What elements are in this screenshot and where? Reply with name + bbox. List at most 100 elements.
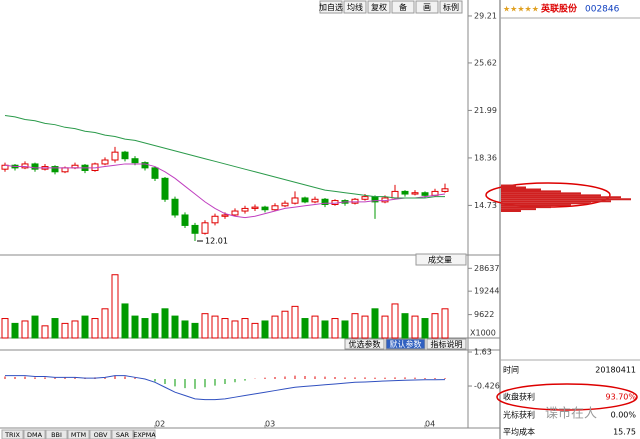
info-label: 光标获利 (503, 410, 535, 420)
volume-bar (251, 322, 259, 339)
x-tick-label: 04 (425, 420, 435, 429)
candle-body (421, 192, 429, 196)
indicator-button-label: 优选参数 (349, 339, 381, 349)
y-tick-label: 14.73 (474, 201, 497, 210)
candle-body (391, 190, 399, 199)
tab[interactable] (23, 429, 46, 439)
toolbar-label: 复权 (371, 2, 387, 12)
indicator-button-label: 默认参数 (390, 339, 422, 349)
candle-body (161, 177, 169, 200)
toolbar-button[interactable] (439, 0, 463, 14)
volume-bar (301, 318, 309, 339)
candle-body (31, 163, 39, 170)
candle-body (311, 198, 319, 203)
toolbar-button[interactable] (415, 0, 439, 14)
candle-body (181, 214, 189, 226)
volume-bar (241, 318, 249, 339)
info-value: 15.75 (613, 428, 636, 437)
info-value: 20180411 (595, 366, 636, 375)
tab-label: OBV (94, 431, 108, 439)
volume-bar (161, 308, 169, 339)
tab-label: TRIX (4, 431, 20, 439)
volume-bar (361, 315, 369, 339)
candle-body (231, 210, 239, 216)
volume-bar (51, 318, 59, 339)
volume-bar (281, 310, 289, 339)
indicator-button[interactable] (385, 338, 426, 350)
volume-bar (331, 318, 339, 339)
volume-bar (11, 322, 19, 339)
volume-bar (151, 313, 159, 339)
moving-average (4, 115, 445, 199)
info-label: 平均成本 (503, 427, 535, 437)
candle-body (151, 167, 159, 179)
volume-bar (101, 308, 109, 339)
volume-bar (181, 320, 189, 339)
tab-label: BBI (51, 431, 62, 439)
candle-body (131, 158, 139, 164)
indicator-button[interactable] (344, 338, 385, 350)
volume-bar (41, 325, 49, 339)
volume-bar (231, 320, 239, 339)
volume-bar (31, 315, 39, 339)
info-value: 0.00% (611, 411, 637, 420)
candle-body (271, 205, 279, 211)
tab[interactable] (89, 429, 112, 439)
volume-bar (381, 315, 389, 339)
y-tick-label: 29.21 (474, 11, 497, 20)
volume-bar (411, 315, 419, 339)
candle-body (21, 163, 29, 169)
volume-bar (401, 313, 409, 339)
volume-bar (211, 315, 219, 339)
volume-bar (311, 315, 319, 339)
volume-selector-label: 成交量 (428, 255, 452, 265)
info-label: 收盘获利 (503, 392, 535, 402)
toolbar-button[interactable] (343, 0, 367, 14)
volume-bar (191, 322, 199, 339)
volume-bar (341, 320, 349, 339)
volume-bar (141, 318, 149, 339)
toolbar-button[interactable] (367, 0, 391, 14)
candle-body (281, 202, 289, 207)
volume-bar (111, 274, 119, 339)
candle-body (211, 215, 219, 224)
tab[interactable] (133, 429, 156, 439)
candle-body (221, 214, 229, 217)
tab[interactable] (45, 429, 68, 439)
toolbar-label: 画 (423, 3, 431, 12)
info-label: 时间 (503, 365, 519, 375)
volume-bar (1, 318, 9, 339)
tab[interactable] (111, 429, 134, 439)
y-tick-label: -0.426 (474, 382, 500, 391)
toolbar-label: 均线 (347, 2, 363, 12)
info-value: 93.70% (605, 393, 636, 402)
volume-bar (121, 303, 129, 339)
y-tick-label: 18.36 (474, 153, 497, 162)
candle-body (101, 159, 109, 165)
x-tick-label: 03 (265, 420, 275, 429)
volume-bar (371, 308, 379, 339)
tab-label: EXPMA (133, 431, 156, 439)
moving-average (4, 163, 446, 219)
candle-body (51, 166, 59, 173)
toolbar-button[interactable] (319, 0, 343, 14)
volume-bar (261, 320, 269, 339)
toolbar-button[interactable] (391, 0, 415, 14)
candle-body (351, 198, 359, 204)
volume-selector[interactable] (415, 253, 467, 266)
toolbar-label: 加自选 (319, 2, 343, 12)
volume-bar (421, 318, 429, 339)
volume-bar (351, 313, 359, 339)
toolbar-label: 标例 (443, 2, 459, 12)
tab[interactable] (67, 429, 90, 439)
candle-body (291, 197, 299, 204)
y-tick-label: 25.62 (474, 58, 497, 67)
candle-body (111, 151, 119, 161)
indicator-button[interactable] (426, 338, 467, 350)
toolbar-label: 备 (399, 2, 407, 12)
candle-body (441, 188, 449, 192)
tab[interactable] (1, 429, 24, 439)
volume-bar (271, 315, 279, 339)
volume-bar (91, 318, 99, 339)
